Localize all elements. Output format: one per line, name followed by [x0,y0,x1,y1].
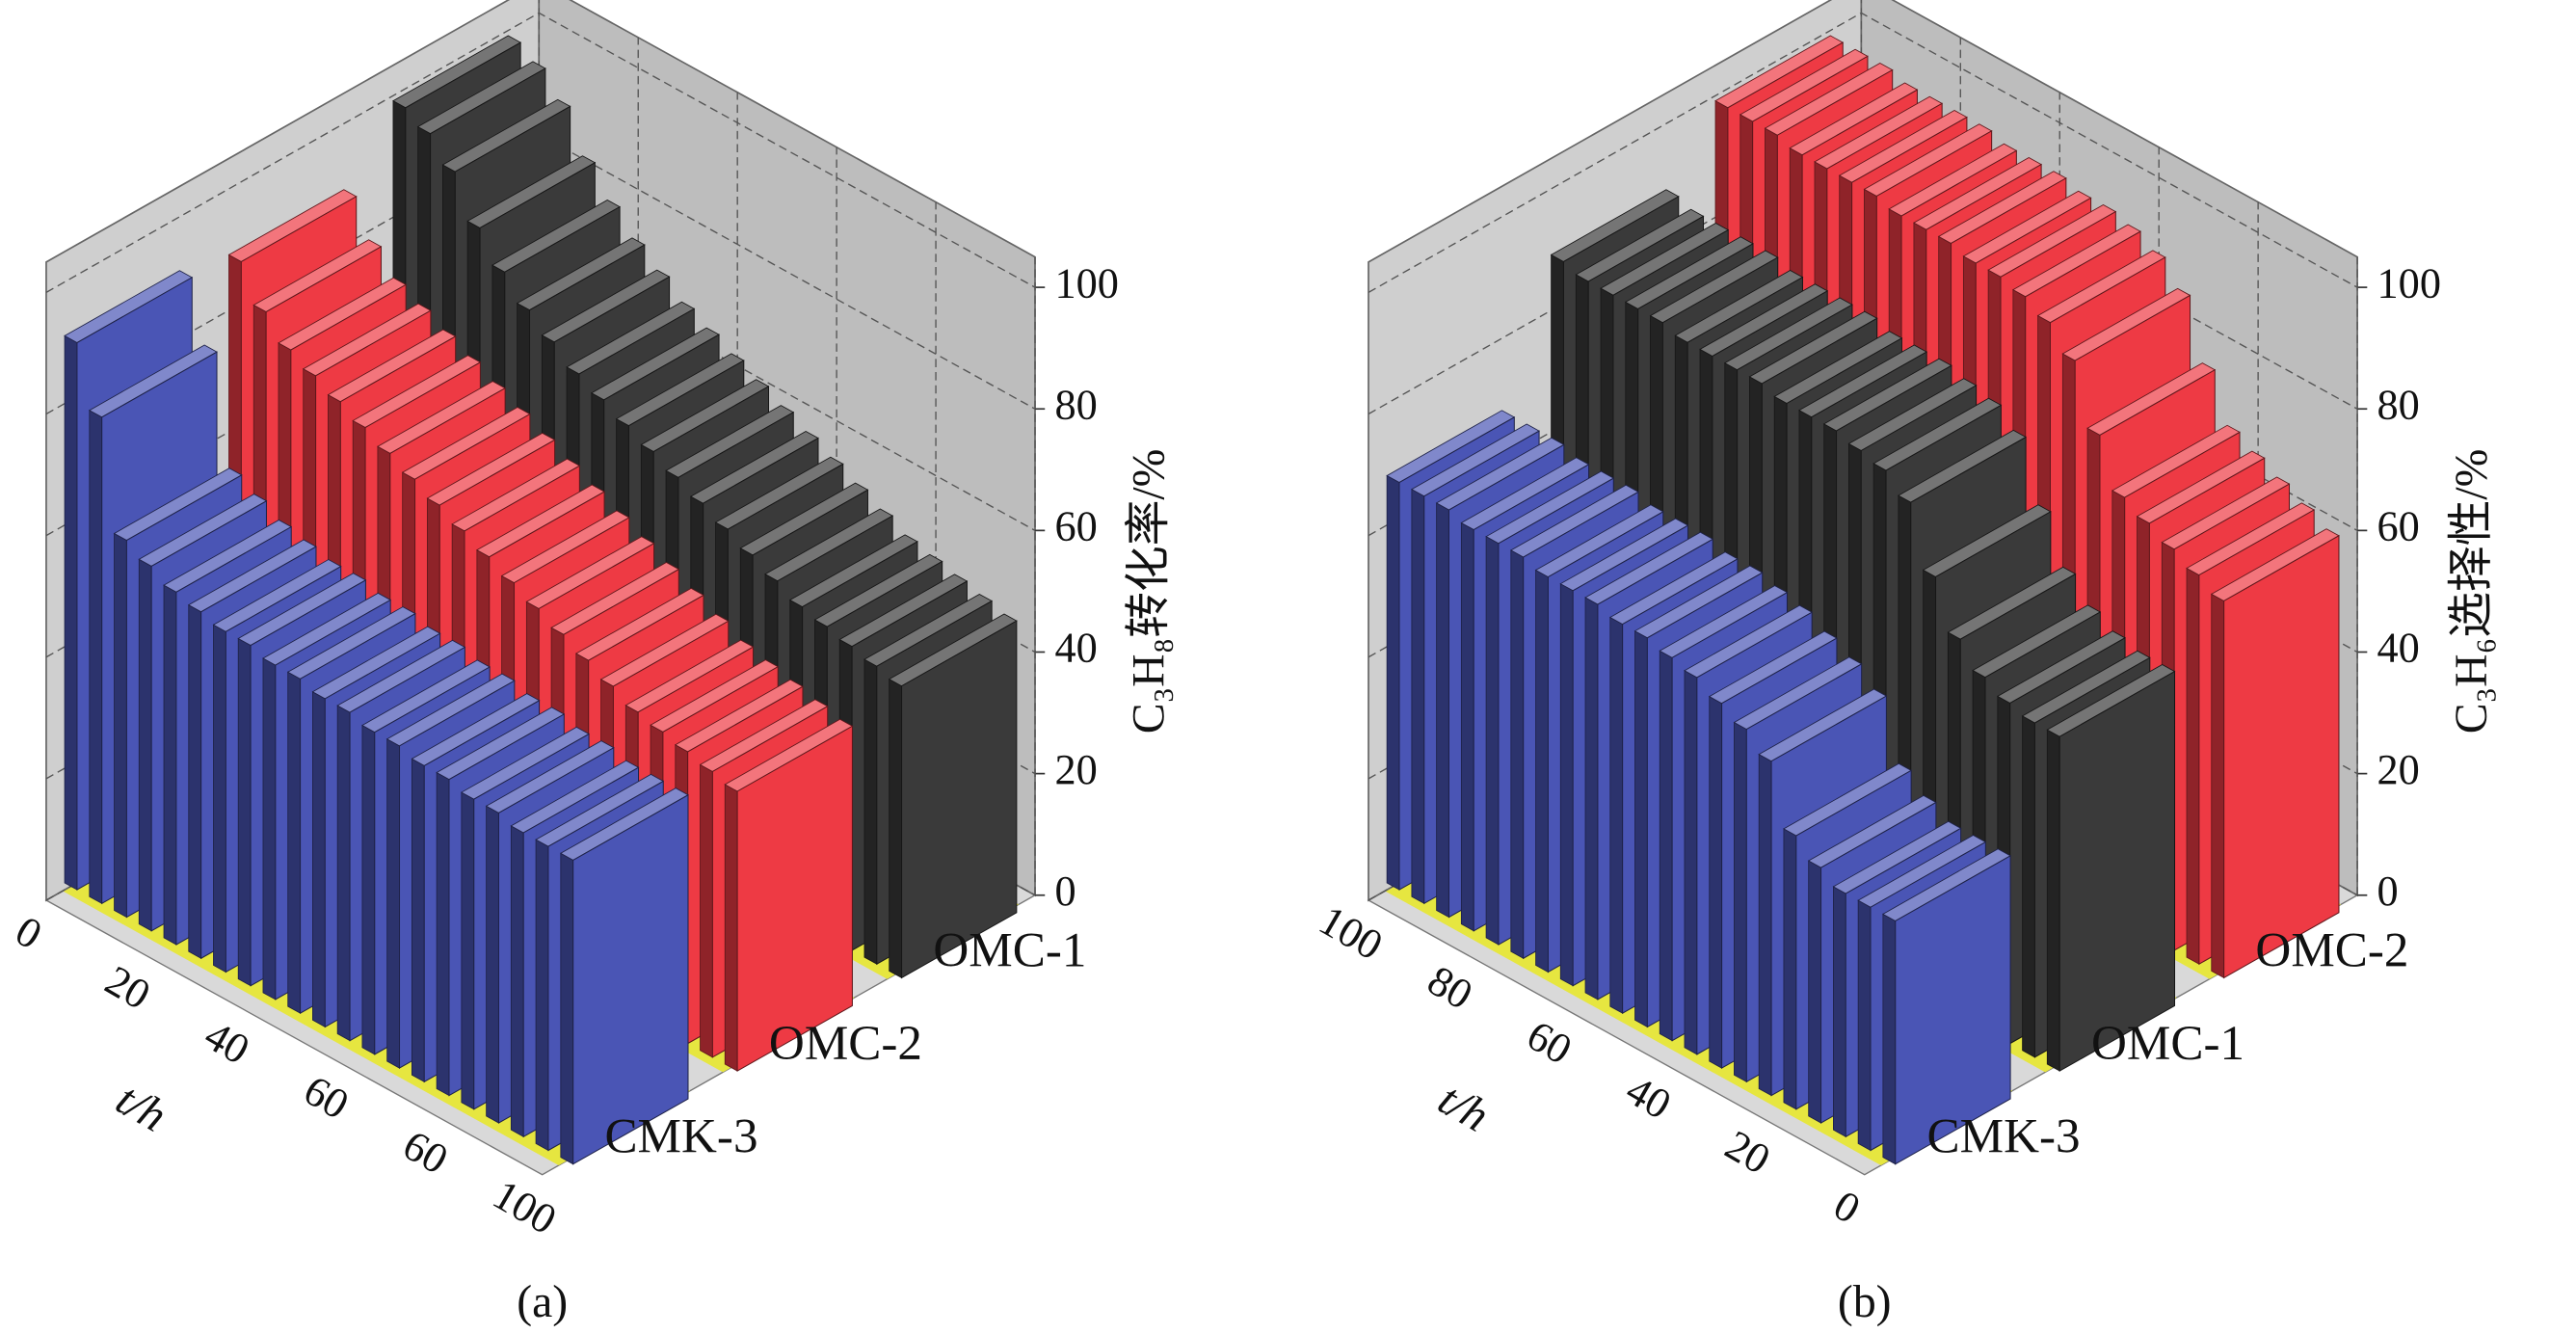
bar-side [724,784,738,1072]
bar-side [386,738,400,1069]
bar-side [1758,753,1772,1097]
bar-side [312,691,326,1028]
bar-side [1609,616,1624,1014]
bar-side [114,532,127,919]
bar-side [89,409,103,905]
bar-side [1808,860,1821,1124]
bar-side [535,839,549,1152]
bar-side [138,558,152,932]
x-tick-label: 40 [197,1011,257,1074]
bar-side [1559,582,1574,987]
x-tick-label: 0 [8,907,50,959]
bar-side [411,758,425,1083]
bar-side [163,584,177,946]
x-tick-label: 60 [296,1066,357,1129]
bar [2223,534,2340,979]
bar-side [1634,629,1648,1028]
bar-side [1510,549,1525,959]
z-tick-label: 0 [2377,867,2399,915]
bar-side [486,805,499,1124]
legend-label: OMC-1 [2091,1016,2244,1071]
legend-label: OMC-1 [933,922,1086,977]
x-tick-label: 60 [1519,1011,1580,1074]
z-axis-label: C₃H₈转化率/% [1124,449,1175,734]
z-tick-label: 80 [2377,381,2420,428]
x-tick-label: 0 [1826,1182,1869,1234]
x-axis-label: t/h [1430,1073,1498,1141]
bar-side [1535,569,1549,974]
x-tick-label: 100 [1312,896,1391,970]
bar [1895,854,2011,1165]
x-tick-label: 100 [485,1171,564,1244]
bar-side [2046,729,2060,1072]
z-tick-label: 0 [1054,867,1076,915]
bar-side [2022,715,2035,1058]
x-axis-label: t/h [108,1073,175,1141]
z-tick-label: 40 [1054,625,1097,672]
bar-side [287,671,302,1014]
bar-side [510,825,524,1137]
bar-side [1684,670,1698,1055]
caption: (b) [1838,1276,1892,1327]
legend-label: CMK-3 [604,1109,757,1164]
bar-side [700,763,713,1058]
bar-side [1411,488,1425,905]
x-tick-label: 40 [1618,1066,1679,1129]
bar-side [436,771,450,1097]
z-tick-label: 40 [2377,625,2420,672]
z-tick-label: 60 [1054,503,1097,550]
bar [2058,670,2176,1072]
x-tick-label: 80 [1420,956,1480,1019]
bar-side [1386,474,1400,891]
z-tick-label: 100 [1054,259,1118,307]
bar-side [1832,886,1846,1137]
bar-side [461,791,475,1110]
bar-side [2211,593,2225,979]
bar-side [1783,828,1797,1110]
bar-side [2186,567,2200,965]
z-tick-label: 80 [1054,381,1097,428]
bar-side [1584,597,1599,1000]
panel: 0 20 40 60 80 100 0 20 40 60 60 100 t/h C₃H₈转化率/% OMC-… [8,0,1175,1327]
z-tick-label: 60 [2377,503,2420,550]
bar-side [1857,899,1872,1152]
bar [572,793,689,1165]
bar-side [188,603,202,959]
bar-side [1882,913,1897,1165]
bar-side [1659,650,1673,1042]
caption: (a) [517,1276,568,1327]
bar-side [237,637,252,987]
panel: 0 20 40 60 80 100 0 20 40 60 80 100 t/h C₃H₆选择性/% OMC-… [1312,0,2497,1327]
legend-label: OMC-2 [2255,922,2408,977]
bar-side [336,705,351,1042]
bar-side [1709,695,1723,1069]
bar-side [64,334,78,891]
bar-side [863,658,878,965]
z-tick-label: 100 [2377,259,2441,307]
z-tick-label: 20 [1054,746,1097,793]
bar-side [1485,535,1500,946]
x-tick-label: 20 [1717,1121,1778,1184]
z-tick-label: 20 [2377,746,2420,793]
legend-label: OMC-2 [769,1016,922,1071]
bar [736,725,853,1072]
bar-side [361,724,376,1055]
x-tick-label: 60 [395,1121,456,1184]
bar-side [213,624,226,974]
bar-side [1436,502,1449,919]
bar [901,620,1018,979]
z-axis-label: C₃H₆选择性/% [2446,449,2497,734]
x-tick-label: 20 [97,956,158,1019]
bar-side [889,678,902,979]
legend-label: CMK-3 [1927,1109,2081,1164]
bar-side [1460,521,1474,932]
bar-side [262,657,277,1000]
bar-side [560,852,574,1165]
bar-side [1734,721,1747,1083]
